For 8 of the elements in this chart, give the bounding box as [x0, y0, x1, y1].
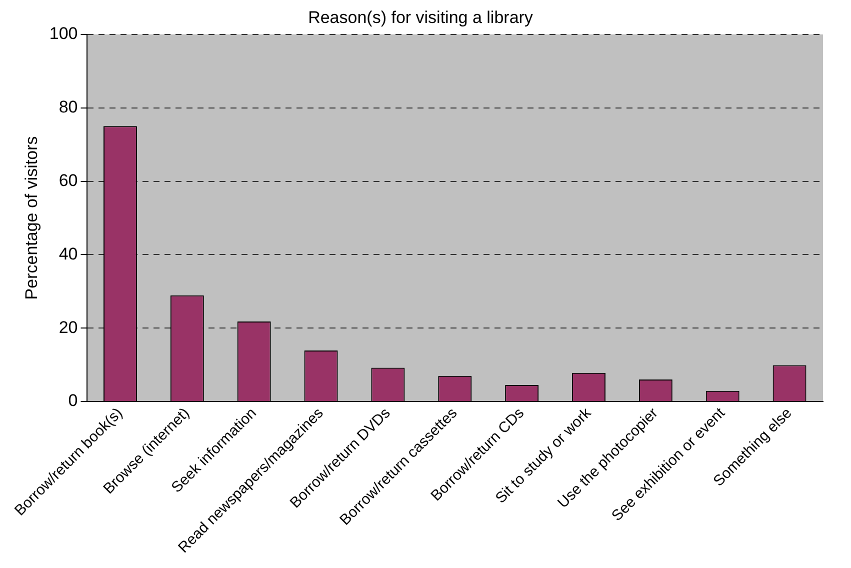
y-tick-label: 20: [58, 318, 78, 337]
y-axis-title: Percentage of visitors: [22, 136, 41, 300]
y-tick-label: 100: [49, 24, 78, 44]
y-tick-label: 0: [68, 391, 78, 410]
y-tick-label: 60: [58, 170, 78, 190]
y-tick-label: 80: [58, 98, 78, 117]
y-tick-label: 40: [58, 244, 78, 264]
chart-title: Reason(s) for visiting a library: [308, 8, 534, 27]
